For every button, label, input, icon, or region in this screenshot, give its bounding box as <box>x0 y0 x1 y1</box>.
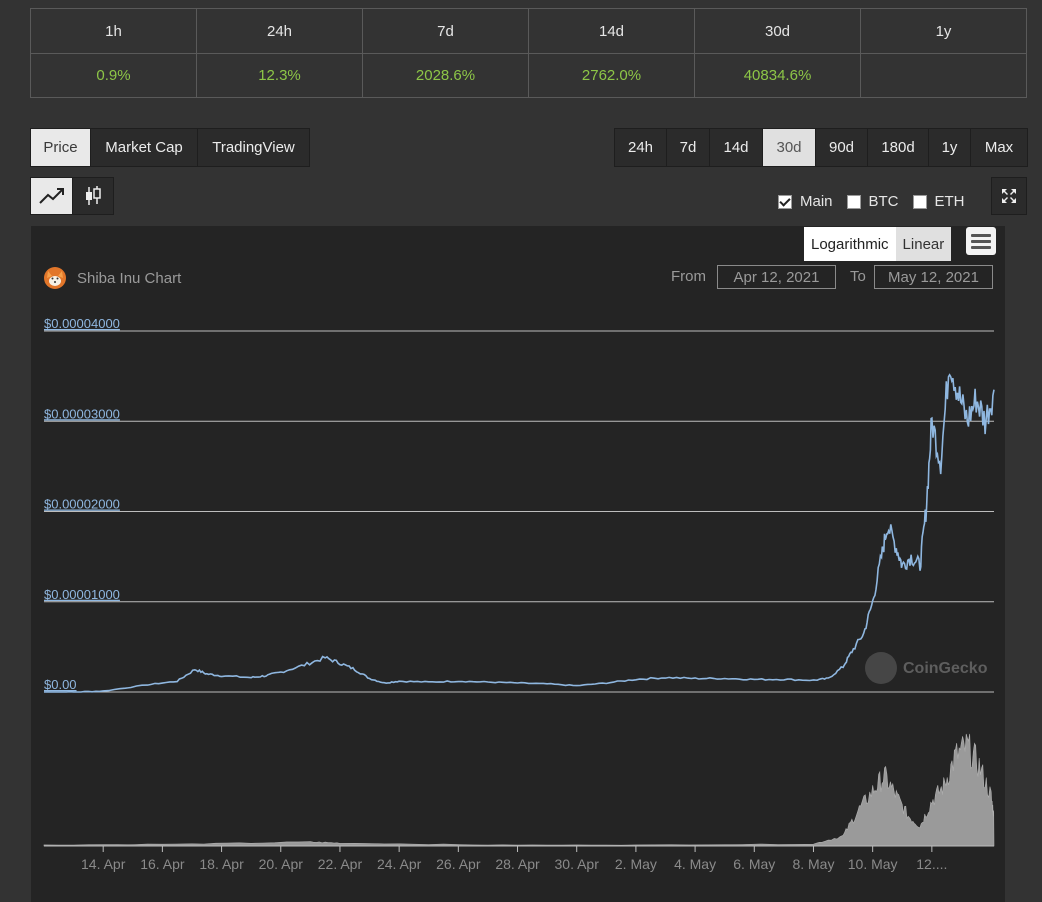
btc-checkbox[interactable] <box>846 194 861 209</box>
candlestick-icon <box>86 186 101 205</box>
chart-menu-button[interactable] <box>966 227 996 255</box>
compare-btc-label: BTC <box>868 193 899 210</box>
x-tick-label: 28. Apr <box>495 856 540 872</box>
hamburger-icon-bar <box>971 239 991 243</box>
change-value-1y <box>860 53 1027 98</box>
coingecko-watermark-icon <box>865 652 897 684</box>
change-header-24h: 24h <box>196 8 363 54</box>
change-header-1y: 1y <box>860 8 1027 54</box>
change-value-30d: 40834.6% <box>694 53 861 98</box>
range-14d-button[interactable]: 14d <box>710 128 763 167</box>
main-checkbox[interactable] <box>778 194 792 209</box>
y-tick-label: $0.00004000 <box>44 316 120 331</box>
range-7d-button[interactable]: 7d <box>667 128 710 167</box>
change-value-14d: 2762.0% <box>528 53 695 98</box>
change-header-1h: 1h <box>30 8 197 54</box>
logarithmic-button[interactable]: Logarithmic <box>804 227 896 261</box>
x-tick-label: 22. Apr <box>318 856 363 872</box>
compare-eth-label: ETH <box>934 193 965 210</box>
x-tick-label: 18. Apr <box>199 856 244 872</box>
x-tick-label: 24. Apr <box>377 856 422 872</box>
shiba-inu-logo-icon <box>44 267 66 289</box>
range-buttons: 24h 7d 14d 30d 90d 180d 1y Max <box>614 128 1028 167</box>
x-tick-label: 4. May <box>674 856 716 872</box>
to-date-input[interactable] <box>874 265 993 289</box>
x-tick-label: 6. May <box>733 856 775 872</box>
tab-market-cap[interactable]: Market Cap <box>91 128 198 167</box>
range-max-button[interactable]: Max <box>971 128 1028 167</box>
scale-toggle: Logarithmic Linear <box>804 227 952 261</box>
x-tick-label: 8. May <box>792 856 834 872</box>
price-change-table: 1h 24h 7d 14d 30d 1y 0.9% 12.3% 2028.6% … <box>30 8 1027 98</box>
change-value-row: 0.9% 12.3% 2028.6% 2762.0% 40834.6% <box>30 53 1027 98</box>
x-tick-label: 2. May <box>615 856 657 872</box>
x-tick-label: 26. Apr <box>436 856 481 872</box>
x-tick-label: 12.... <box>916 856 947 872</box>
line-chart-button[interactable] <box>30 177 73 215</box>
linear-button[interactable]: Linear <box>895 227 952 261</box>
compare-checkboxes: Main BTC ETH <box>778 193 979 210</box>
x-tick-label: 10. May <box>848 856 898 872</box>
change-value-7d: 2028.6% <box>362 53 529 98</box>
y-tick-label: $0.00001000 <box>44 587 120 602</box>
range-90d-button[interactable]: 90d <box>816 128 868 167</box>
x-tick-label: 16. Apr <box>140 856 185 872</box>
expand-icon <box>1002 189 1016 203</box>
y-tick-label: $0.00002000 <box>44 497 120 512</box>
fullscreen-button[interactable] <box>991 177 1027 215</box>
change-value-24h: 12.3% <box>196 53 363 98</box>
hamburger-icon-bar <box>971 233 991 237</box>
range-1y-button[interactable]: 1y <box>929 128 971 167</box>
change-header-row: 1h 24h 7d 14d 30d 1y <box>30 8 1027 54</box>
chart-type-toggle <box>30 177 114 215</box>
compare-btc[interactable]: BTC <box>846 193 899 210</box>
chart-title: Shiba Inu Chart <box>77 270 182 287</box>
coingecko-watermark: CoinGecko <box>903 660 988 677</box>
price-series-line <box>43 373 995 693</box>
compare-eth[interactable]: ETH <box>912 193 965 210</box>
range-30d-button[interactable]: 30d <box>763 128 816 167</box>
compare-main[interactable]: Main <box>778 193 833 210</box>
price-chart-panel <box>31 226 1005 902</box>
to-label: To <box>850 268 866 285</box>
tab-price[interactable]: Price <box>30 128 91 167</box>
compare-main-label: Main <box>800 193 833 210</box>
chart-view-tabs: Price Market Cap TradingView <box>30 128 310 167</box>
volume-series-area <box>43 733 995 847</box>
range-24h-button[interactable]: 24h <box>614 128 667 167</box>
x-tick-label: 20. Apr <box>259 856 304 872</box>
tab-tradingview[interactable]: TradingView <box>198 128 310 167</box>
eth-checkbox[interactable] <box>912 194 927 209</box>
range-180d-button[interactable]: 180d <box>868 128 929 167</box>
from-label: From <box>671 268 706 285</box>
y-tick-label: $0.00003000 <box>44 406 120 421</box>
line-chart-icon <box>38 188 64 204</box>
candlestick-chart-button[interactable] <box>73 177 114 215</box>
x-tick-label: 30. Apr <box>555 856 600 872</box>
change-header-14d: 14d <box>528 8 695 54</box>
hamburger-icon-bar <box>971 245 991 249</box>
from-date-input[interactable] <box>717 265 836 289</box>
y-tick-label: $0.00 <box>44 677 77 692</box>
x-tick-label: 14. Apr <box>81 856 126 872</box>
change-value-1h: 0.9% <box>30 53 197 98</box>
